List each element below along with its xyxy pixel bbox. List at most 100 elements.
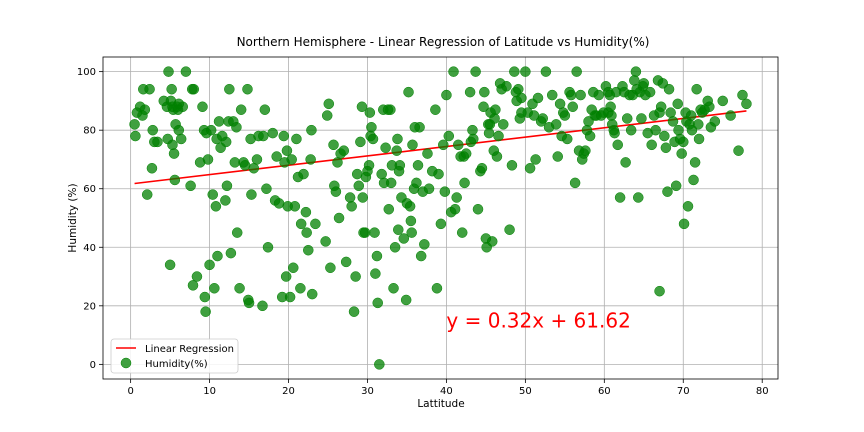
x-tick-label: 20 <box>282 386 295 397</box>
scatter-point <box>431 283 443 294</box>
scatter-point <box>717 95 728 107</box>
scatter-point <box>393 224 404 235</box>
scatter-point <box>620 157 631 168</box>
scatter-point <box>670 180 682 192</box>
scatter-point <box>202 154 214 165</box>
scatter-point <box>323 98 335 110</box>
scatter-point <box>704 101 715 113</box>
scatter-point <box>141 189 153 200</box>
scatter-point <box>371 250 383 262</box>
scatter-point <box>741 98 752 110</box>
scatter-point <box>224 83 235 95</box>
scatter-point <box>129 119 140 130</box>
scatter-point <box>478 101 489 113</box>
scatter-point <box>305 154 316 165</box>
x-tick-label: 80 <box>756 386 769 397</box>
x-tick-label: 0 <box>127 386 133 397</box>
scatter-point <box>221 180 233 192</box>
scatter-point <box>370 268 381 279</box>
scatter-point <box>380 142 391 153</box>
scatter-point <box>530 154 541 165</box>
scatter-point <box>167 139 178 151</box>
scatter-point <box>344 192 356 203</box>
scatter-point <box>685 110 697 121</box>
scatter-point <box>625 124 637 136</box>
scatter-point <box>676 148 687 159</box>
scatter-point <box>491 151 503 162</box>
scatter-point <box>561 133 573 145</box>
scatter-point <box>231 122 242 133</box>
legend-regression-label: Linear Regression <box>145 344 234 355</box>
regression-equation: y = 0.32x + 61.62 <box>446 308 630 332</box>
scatter-point <box>376 168 387 180</box>
scatter-point <box>673 124 684 136</box>
scatter-point <box>678 136 689 148</box>
scatter-point <box>693 119 704 130</box>
scatter-point <box>646 139 657 151</box>
scatter-point <box>540 66 552 77</box>
x-tick-label: 30 <box>361 386 374 397</box>
scatter-point <box>259 104 271 115</box>
scatter-point <box>630 66 642 77</box>
scatter-point <box>678 218 690 230</box>
scatter-point <box>366 122 377 133</box>
scatter-point <box>374 359 385 370</box>
scatter-point <box>693 133 705 145</box>
scatter-point <box>479 86 490 98</box>
scatter-point <box>472 203 484 215</box>
scatter-point <box>147 124 158 136</box>
scatter-point <box>682 201 694 212</box>
scatter-point <box>234 283 245 294</box>
scatter-point <box>433 168 444 180</box>
scatter-point <box>456 227 468 238</box>
scatter-point <box>398 233 410 244</box>
scatter-point <box>493 130 504 142</box>
scatter-point <box>205 124 217 136</box>
scatter-point <box>359 227 371 238</box>
scatter-point <box>633 192 644 203</box>
x-tick-label: 40 <box>440 386 453 397</box>
scatter-point <box>733 145 744 156</box>
scatter-point <box>484 119 496 130</box>
scatter-point <box>567 101 578 113</box>
scatter-point <box>300 206 312 218</box>
scatter-point <box>258 130 269 142</box>
scatter-point <box>394 160 406 171</box>
y-axis-ticks: 0 20 40 60 80 100 <box>77 67 103 371</box>
scatter-point <box>321 110 333 121</box>
scatter-point <box>565 89 577 101</box>
scatter-point <box>295 218 307 230</box>
scatter-point <box>231 227 243 238</box>
scatter-point <box>459 177 470 189</box>
scatter-point <box>614 192 626 203</box>
scatter-point <box>356 101 368 113</box>
scatter-point <box>516 92 527 104</box>
scatter-point <box>483 127 495 139</box>
scatter-point <box>593 89 605 101</box>
scatter-point <box>435 218 447 230</box>
scatter-point <box>438 139 449 151</box>
scatter-point <box>609 127 620 139</box>
scatter-point <box>612 139 623 151</box>
scatter-point <box>667 116 679 127</box>
scatter-point <box>662 186 673 197</box>
y-tick-label: 20 <box>83 301 96 312</box>
scatter-point <box>152 136 163 148</box>
scatter-point <box>725 110 736 121</box>
scatter-point <box>513 83 524 95</box>
scatter-point <box>163 66 174 77</box>
scatter-point <box>389 242 401 253</box>
scatter-point <box>665 107 676 118</box>
scatter-point <box>350 271 361 282</box>
scatter-point <box>691 83 702 95</box>
scatter-point <box>278 130 290 142</box>
y-tick-label: 60 <box>83 184 96 195</box>
scatter-point <box>204 259 215 271</box>
scatter-point <box>320 236 331 247</box>
scatter-point <box>516 107 527 118</box>
scatter-point <box>654 285 665 297</box>
scatter-point <box>546 89 558 101</box>
y-tick-label: 40 <box>83 243 96 254</box>
scatter-point <box>509 66 520 77</box>
scatter-point <box>353 180 365 192</box>
